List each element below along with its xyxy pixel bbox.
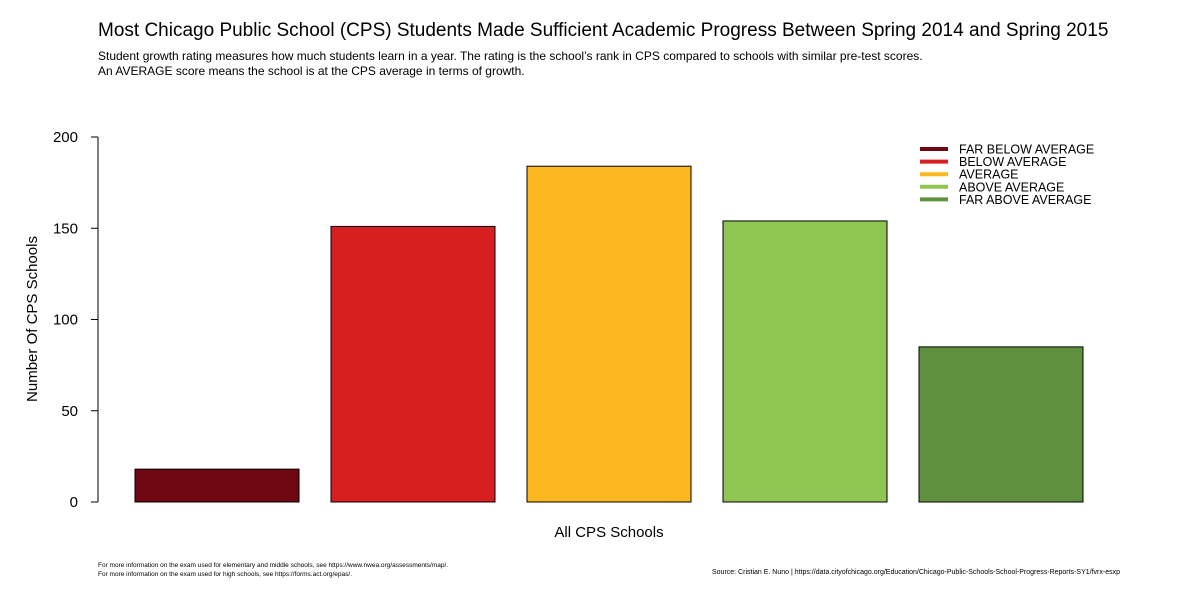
- y-axis: 0 50 100 150 200: [53, 129, 99, 511]
- bar-1: [134, 468, 300, 503]
- x-axis-label: All CPS Schools: [554, 524, 663, 541]
- y-tick-label: 0: [70, 494, 78, 511]
- bars: [134, 165, 1084, 503]
- legend-label: FAR ABOVE AVERAGE: [959, 193, 1091, 207]
- footnote-high-school: For more information on the exam used fo…: [98, 571, 352, 578]
- source-note: Source: Cristian E. Nuno | https://data.…: [711, 569, 1120, 576]
- bar-4: [722, 220, 888, 503]
- legend-label: FAR BELOW AVERAGE: [959, 143, 1094, 157]
- bar-3: [526, 165, 692, 503]
- y-tick-label: 100: [53, 312, 78, 329]
- bar-5: [918, 346, 1084, 503]
- bar-2: [330, 225, 496, 503]
- legend-label: BELOW AVERAGE: [959, 155, 1066, 169]
- y-tick-label: 200: [53, 129, 78, 146]
- chart-subtitle-line-2: An AVERAGE score means the school is at …: [98, 64, 525, 78]
- y-tick-label: 50: [61, 403, 78, 420]
- footnote-elementary: For more information on the exam used fo…: [98, 562, 449, 569]
- chart-title: Most Chicago Public School (CPS) Student…: [98, 20, 1109, 41]
- y-axis-label: Number Of CPS Schools: [24, 236, 41, 402]
- legend-label: AVERAGE: [959, 168, 1019, 182]
- chart-subtitle-line-1: Student growth rating measures how much …: [98, 49, 923, 63]
- y-tick-label: 150: [53, 220, 78, 237]
- legend-label: ABOVE AVERAGE: [959, 180, 1064, 194]
